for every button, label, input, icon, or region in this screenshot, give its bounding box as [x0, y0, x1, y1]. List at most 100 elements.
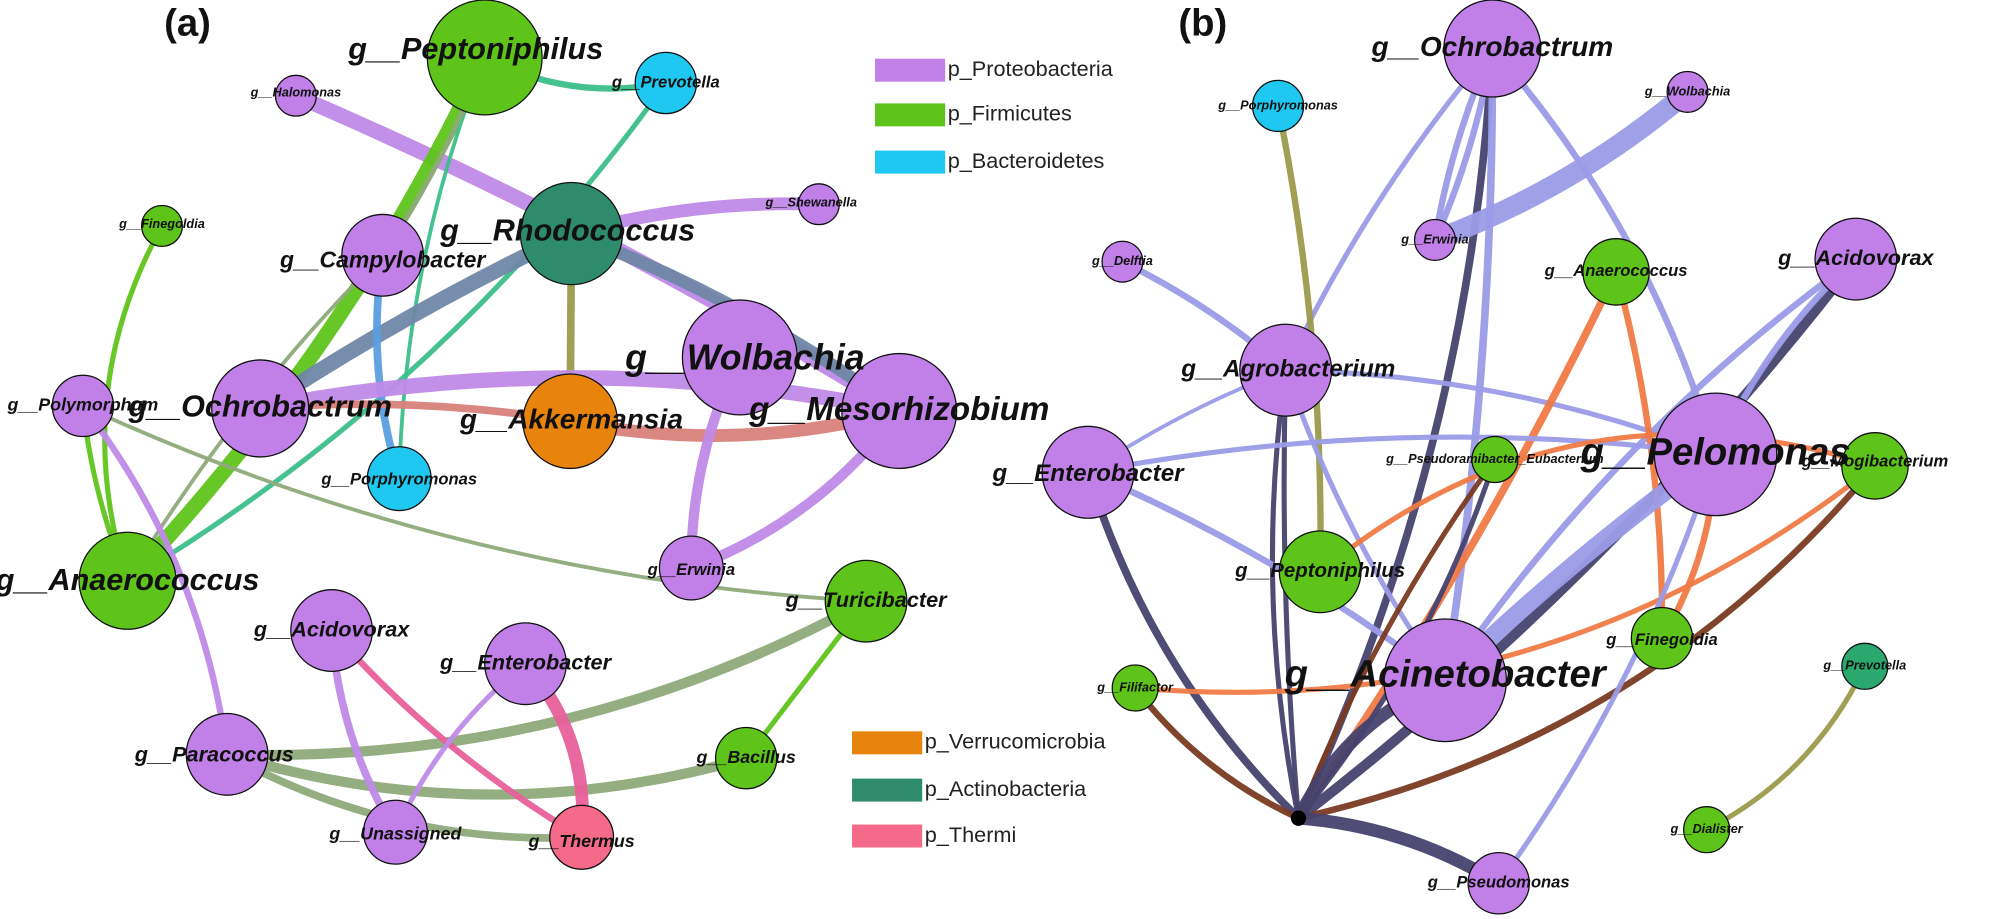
- node-label: g__Peptoniphilus: [347, 32, 603, 66]
- node-label: g__Acidovorax: [253, 616, 410, 641]
- node: [797, 183, 840, 226]
- edge: [1295, 462, 1879, 822]
- node-label: g__Delftia: [1091, 253, 1153, 268]
- node: [1582, 238, 1650, 306]
- node: [824, 559, 908, 643]
- node-label: g__Prevotella: [611, 72, 720, 91]
- node-label: g__Mogibacterium: [1801, 451, 1949, 470]
- node: [841, 352, 958, 470]
- node-label: g__Filifactor: [1096, 679, 1174, 694]
- node-label: g__Enterobacter: [991, 460, 1185, 487]
- node: [714, 726, 778, 790]
- edge: [1085, 434, 1719, 475]
- node-label: g__Pelomonas: [1580, 430, 1851, 473]
- node: [658, 535, 724, 601]
- node: [1814, 217, 1898, 301]
- node: [274, 74, 317, 117]
- node: [1239, 323, 1333, 417]
- edge: [1132, 684, 1302, 822]
- node: [484, 622, 567, 706]
- node: [366, 446, 432, 512]
- node-label: g__Ochrobactrum: [127, 390, 392, 424]
- edge: [1317, 431, 1878, 575]
- node: [426, 0, 543, 116]
- panel-label: (a): [164, 2, 211, 45]
- node: [1630, 606, 1694, 670]
- legend-label: p_Verrucomicrobia: [925, 729, 1107, 754]
- node: [522, 373, 618, 470]
- node: [1653, 392, 1778, 517]
- node: [290, 589, 374, 673]
- node: [1841, 432, 1909, 500]
- node: [1251, 79, 1305, 133]
- node-label: g__Campylobacter: [279, 247, 486, 273]
- node-label: g__Prevotella: [1822, 658, 1906, 673]
- legend-label: p_Firmicutes: [948, 101, 1072, 126]
- node: [549, 804, 615, 870]
- edge: [125, 80, 669, 584]
- node-label: g__Akkermansia: [459, 404, 683, 435]
- node-label: g__Finegoldia: [118, 216, 205, 231]
- panel-label: (b): [1178, 2, 1227, 45]
- edge: [79, 402, 231, 758]
- node: [51, 374, 115, 438]
- node: [1841, 642, 1889, 690]
- nodes: [51, 0, 1909, 915]
- edge: [1132, 463, 1878, 695]
- edge: [119, 49, 493, 589]
- node: [634, 51, 698, 115]
- node: [1471, 435, 1519, 484]
- node-label: g__Anaerococcus: [0, 563, 259, 597]
- node: [1683, 806, 1731, 854]
- edge: [1269, 367, 1302, 821]
- legend-label: p_Bacteroidetes: [948, 148, 1105, 173]
- legend-swatch: [875, 150, 946, 174]
- edge: [1424, 81, 1698, 251]
- node: [1383, 618, 1508, 743]
- edge: [1612, 268, 1666, 642]
- node-label: g__Agrobacterium: [1180, 356, 1395, 383]
- edge: [1295, 456, 1498, 821]
- edge: [80, 403, 868, 604]
- node: [1666, 70, 1709, 113]
- node: [140, 204, 184, 247]
- node-label: g__Acidovorax: [1777, 245, 1934, 270]
- node: [519, 181, 624, 286]
- node: [1101, 240, 1144, 283]
- node-label: g__Unassigned: [328, 823, 462, 843]
- node: [1111, 664, 1159, 712]
- node-label: g__Polymorphum: [7, 395, 159, 415]
- node: [362, 799, 428, 865]
- legend-swatch: [875, 103, 946, 127]
- legend-swatch: [875, 58, 946, 82]
- node-label: g__Turicibacter: [785, 587, 949, 612]
- edge: [1441, 44, 1497, 685]
- legend-swatch: [852, 824, 923, 848]
- legend-swatch: [852, 731, 923, 755]
- node-label: g__Acinetobacter: [1284, 653, 1608, 696]
- node-label: g__Finegoldia: [1605, 630, 1717, 649]
- node: [1041, 425, 1135, 519]
- node-label: g__Wolbachia: [1644, 83, 1730, 98]
- legend-label: p_Actinobacteria: [925, 776, 1087, 801]
- node-label: g__Wolbachia: [624, 337, 864, 377]
- node-label: g__Halomonas: [250, 85, 342, 100]
- node-label: g__Porphyromonas: [320, 469, 477, 488]
- node: [1467, 851, 1530, 915]
- node-label: g__Peptoniphilus: [1234, 560, 1405, 582]
- node-label: g__Anaerococcus: [1544, 261, 1688, 280]
- node: [1278, 530, 1362, 614]
- node-label: g__Bacillus: [696, 747, 796, 767]
- edge: [1704, 663, 1868, 833]
- legend-label: p_Thermi: [925, 822, 1017, 847]
- node: [78, 531, 177, 630]
- edge: [221, 749, 752, 800]
- node: [1413, 218, 1456, 262]
- node-label: g__Enterobacter: [439, 649, 613, 674]
- node-label: g__Mesorhizobium: [748, 391, 1049, 428]
- node-label: g__Erwinia: [647, 560, 736, 579]
- node-label: g__Erwinia: [1400, 231, 1468, 246]
- legend-label: p_Proteobacteria: [948, 56, 1114, 81]
